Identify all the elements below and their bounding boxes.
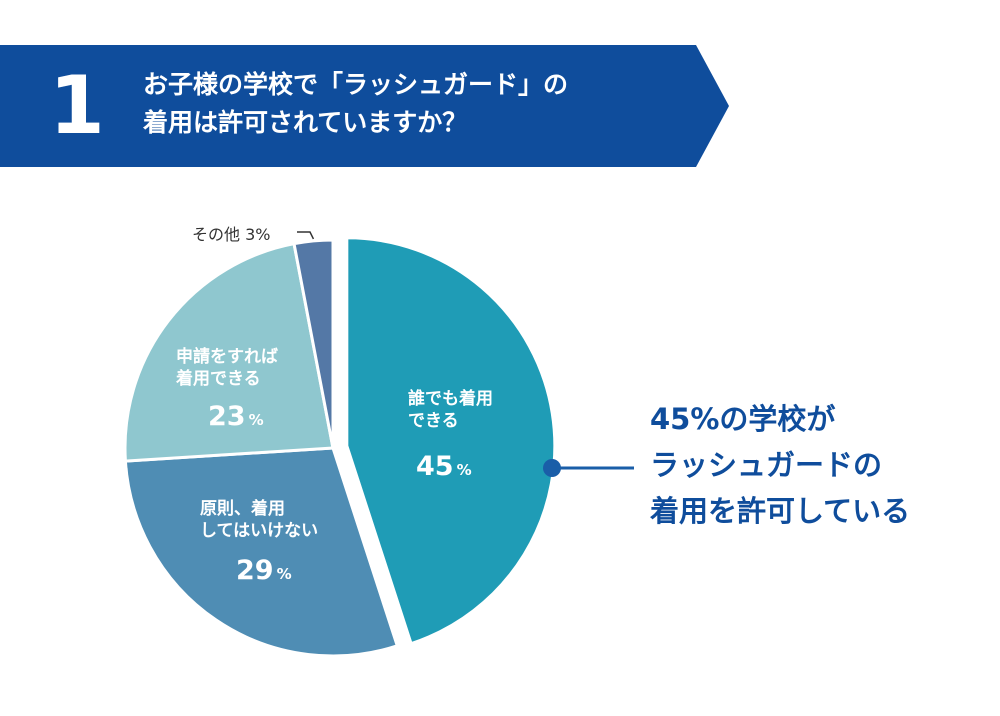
callout-dot [543, 459, 561, 477]
pie-slice-anyone [345, 236, 557, 646]
pie-slice-prohibited [123, 446, 399, 658]
callout-text: 45%の学校が ラッシュガードの 着用を許可している [650, 396, 910, 534]
question-number: 1 [49, 59, 105, 152]
callout-line-3: 着用を許可している [650, 494, 911, 528]
slice-label-prohibited-line-1: 原則、着用 [200, 499, 285, 519]
question-title-line-2: 着用は許可されていますか？ [143, 108, 468, 137]
slice-value-anyone-number: 45 [416, 451, 454, 482]
other-leader-line [297, 231, 315, 240]
slice-label-prohibited-line-2: してはいけない [200, 521, 319, 541]
question-title-line-1: お子様の学校で「ラッシュガード」の [143, 70, 569, 99]
slice-value-prohibited-unit: % [276, 565, 292, 583]
slice-label-anyone-line-1: 誰でも着用 [408, 389, 493, 409]
slice-label-other: その他 3% [192, 225, 271, 244]
slice-label-by-application-line-2: 着用できる [176, 369, 261, 389]
slice-value-prohibited-number: 29 [236, 555, 274, 586]
slice-value-anyone-unit: % [456, 461, 472, 479]
pie-slice-by-application [123, 242, 335, 463]
pie-slice-other [292, 238, 335, 450]
slice-value-by-application: 23% [208, 402, 264, 435]
slice-value-by-application-number: 23 [208, 401, 246, 432]
slice-label-anyone: 誰でも着用 できる [408, 388, 493, 432]
slice-value-anyone: 45% [416, 452, 472, 485]
slice-label-prohibited: 原則、着用 してはいけない [200, 498, 318, 542]
question-title: お子様の学校で「ラッシュガード」の 着用は許可されていますか？ [143, 66, 703, 142]
slice-label-by-application: 申請をすれば 着用できる [176, 346, 278, 390]
callout-line-2: ラッシュガードの [650, 448, 883, 482]
slice-value-by-application-unit: % [248, 411, 264, 429]
slice-value-prohibited: 29% [236, 556, 292, 589]
slice-label-by-application-line-1: 申請をすれば [176, 347, 278, 367]
slice-label-anyone-line-2: できる [408, 411, 459, 431]
callout-line-1: 45%の学校が [650, 402, 836, 436]
